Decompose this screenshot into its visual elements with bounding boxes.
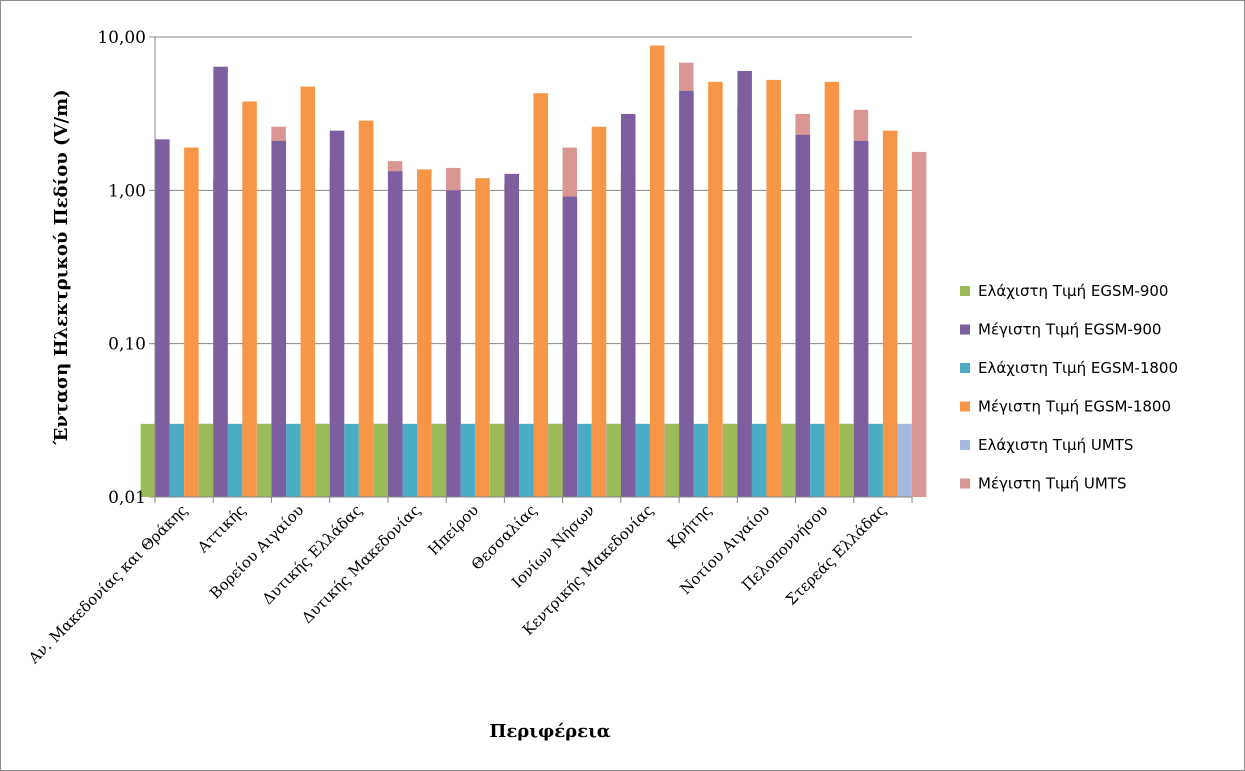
legend-swatch bbox=[960, 363, 970, 373]
legend-label: Ελάχιστη Τιμή EGSM-900 bbox=[978, 282, 1168, 300]
bar bbox=[620, 113, 636, 497]
bar bbox=[810, 423, 825, 497]
bar bbox=[475, 178, 490, 498]
bar bbox=[169, 423, 185, 497]
bar bbox=[184, 147, 199, 497]
legend-swatch bbox=[960, 478, 970, 489]
x-tick-label: Στερεάς Ελλάδας bbox=[782, 501, 890, 609]
bar bbox=[737, 71, 752, 497]
bar bbox=[897, 423, 912, 497]
bar bbox=[417, 169, 432, 497]
legend-label: Μέγιστη Τιμή EGSM-900 bbox=[978, 321, 1161, 339]
x-tick-label: Κρήτης bbox=[664, 501, 715, 552]
legend-label: Μέγιστη Τιμή UMTS bbox=[978, 475, 1126, 493]
bar bbox=[460, 423, 476, 497]
bar bbox=[679, 90, 694, 498]
bar bbox=[242, 101, 257, 498]
bar bbox=[562, 196, 578, 497]
bar bbox=[824, 81, 840, 498]
bar bbox=[140, 423, 156, 497]
bar bbox=[344, 423, 359, 497]
bar bbox=[693, 423, 709, 497]
y-tick-labels: 0,01 0,10 1,00 10,00 bbox=[97, 28, 146, 508]
bar bbox=[213, 66, 228, 498]
bar bbox=[795, 134, 811, 497]
bar bbox=[664, 423, 680, 497]
bar bbox=[548, 423, 563, 497]
bar bbox=[911, 151, 927, 497]
y-tick-label: 10,00 bbox=[97, 28, 146, 48]
bar bbox=[519, 423, 534, 497]
bar bbox=[271, 140, 287, 497]
bar bbox=[781, 423, 796, 497]
y-tick-label: 1,00 bbox=[108, 181, 146, 201]
x-tick-label: Ηπείρου bbox=[424, 501, 482, 559]
bar bbox=[227, 423, 243, 497]
x-tick-labels: Αν. Μακεδονίας και Θράκης ΑττικήςΒορείου … bbox=[24, 497, 913, 668]
x-axis-title: Περιφέρεια bbox=[489, 721, 610, 742]
legend-swatch bbox=[960, 401, 970, 412]
bar bbox=[839, 423, 854, 497]
legend-swatch bbox=[960, 324, 970, 335]
bar bbox=[402, 423, 418, 497]
x-tick-label: Αττικής bbox=[193, 501, 249, 557]
legend-label: Ελάχιστη Τιμή UMTS bbox=[978, 436, 1133, 454]
x-tick-label: Δυτικής Ελλάδας bbox=[259, 501, 366, 608]
x-tick-label: Αν. Μακεδονίας και Θράκης bbox=[24, 501, 191, 668]
bar bbox=[504, 173, 519, 497]
x-tick-label: Δυτικής Μακεδονίας bbox=[298, 501, 424, 627]
bar bbox=[868, 423, 883, 497]
bar bbox=[635, 423, 650, 497]
bar bbox=[431, 423, 447, 497]
bar bbox=[198, 423, 214, 497]
y-tick-label: 0,01 bbox=[108, 488, 146, 508]
bar bbox=[853, 140, 869, 497]
bar bbox=[577, 423, 592, 497]
bar bbox=[751, 423, 767, 497]
bar bbox=[446, 190, 461, 498]
bar bbox=[533, 93, 548, 497]
y-tick-label: 0,10 bbox=[108, 335, 146, 355]
bar bbox=[649, 45, 665, 497]
legend-swatch bbox=[960, 440, 970, 450]
y-axis-title: Ένταση Ηλεκτρικού Πεδίου (V/m) bbox=[51, 89, 72, 445]
bar bbox=[606, 423, 621, 497]
bar bbox=[315, 423, 330, 497]
bar bbox=[300, 86, 316, 498]
bar bbox=[722, 423, 738, 497]
bar bbox=[388, 171, 403, 497]
legend: Ελάχιστη Τιμή EGSM-900 Μέγιστη Τιμή EGSM-… bbox=[960, 282, 1178, 493]
bar bbox=[766, 79, 781, 497]
bar bbox=[490, 423, 505, 497]
bar bbox=[882, 130, 898, 497]
bar bbox=[329, 130, 345, 497]
bar bbox=[155, 139, 170, 497]
bar bbox=[708, 81, 723, 498]
bar-marks bbox=[140, 45, 927, 498]
bar bbox=[591, 126, 607, 497]
axes bbox=[154, 37, 912, 498]
legend-label: Ελάχιστη Τιμή EGSM-1800 bbox=[978, 359, 1178, 377]
bar bbox=[373, 423, 389, 497]
legend-swatch bbox=[960, 286, 970, 296]
bar bbox=[257, 423, 272, 497]
bar bbox=[358, 120, 374, 497]
bar bbox=[286, 423, 301, 497]
legend-label: Μέγιστη Τιμή EGSM-1800 bbox=[978, 398, 1171, 416]
